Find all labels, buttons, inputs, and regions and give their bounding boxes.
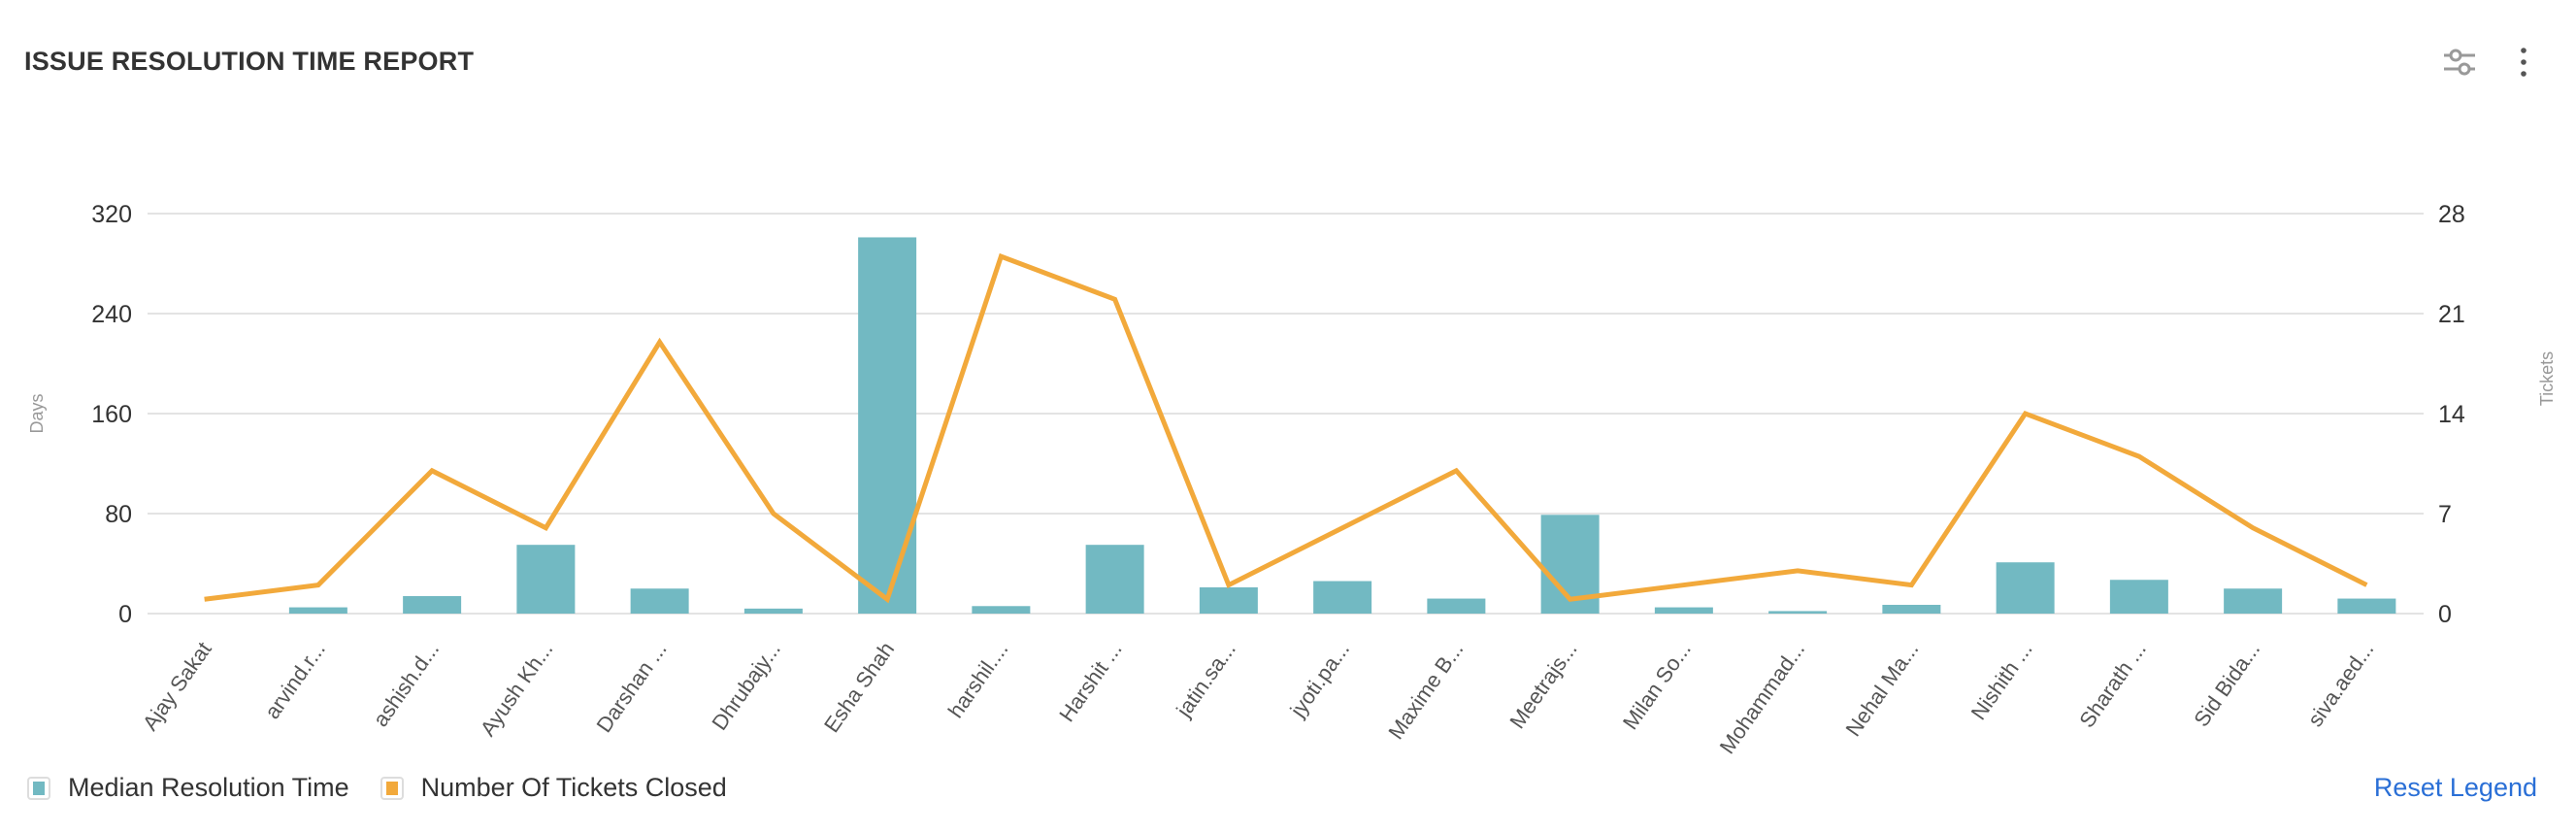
bar-median-resolution-time: [1427, 598, 1486, 614]
right-axis-label: Tickets: [2537, 351, 2557, 406]
bar-median-resolution-time: [2224, 588, 2283, 614]
x-axis-category-label: Nehal Ma...: [1840, 638, 1923, 741]
x-axis-category-label: siva.aed...: [2302, 638, 2378, 731]
x-axis-category-label: Sid Bida...: [2189, 638, 2264, 731]
left-axis-tick-label: 160: [91, 401, 132, 428]
x-axis-category-label: jatin.sa...: [1171, 638, 1240, 722]
legend-item-median-resolution-time[interactable]: Median Resolution Time: [27, 773, 349, 803]
x-axis-category-label: Harshit ...: [1054, 638, 1126, 726]
x-axis-category-label: Maxime B...: [1383, 638, 1468, 744]
x-axis-category-label: Milan So...: [1618, 638, 1696, 734]
x-axis-category-label: Meetrajs...: [1504, 638, 1581, 733]
left-axis-tick-label: 80: [105, 501, 132, 528]
x-axis-category-label: Ajay Sakat: [138, 638, 216, 735]
right-axis-tick-label: 21: [2438, 301, 2465, 328]
bar-median-resolution-time: [2109, 580, 2168, 614]
bar-median-resolution-time: [1085, 545, 1144, 614]
right-axis-tick-label: 0: [2438, 601, 2452, 628]
chart-title: ISSUE RESOLUTION TIME REPORT: [24, 47, 475, 76]
legend-swatch: [380, 776, 404, 800]
bar-median-resolution-time: [403, 595, 462, 614]
x-axis-category-label: harshil....: [943, 638, 1013, 722]
x-axis-category-label: Darshan ...: [592, 638, 672, 737]
x-axis-category-label: Dhrubajy...: [707, 638, 785, 735]
bar-median-resolution-time: [1882, 604, 1941, 614]
line-tickets-closed: [204, 252, 2368, 604]
x-axis-category-label: Nishith ...: [1966, 638, 2037, 724]
x-axis-category-label: Mohammad...: [1715, 638, 1810, 757]
combo-chart: 0 80 160 240 320 0 7 14 21 28 Days Tickets Ajay Saka…: [27, 201, 2557, 757]
right-axis-tick-label: 7: [2438, 501, 2452, 528]
bar-median-resolution-time: [630, 588, 689, 614]
x-axis-category-label: Esha Shah: [819, 638, 899, 738]
left-axis-label: Days: [27, 393, 47, 433]
legend-label: Number Of Tickets Closed: [420, 773, 727, 802]
right-axis-tick-label: 14: [2438, 401, 2465, 428]
legend-item-tickets-closed[interactable]: Number Of Tickets Closed: [380, 773, 727, 803]
bar-median-resolution-time: [2337, 598, 2396, 614]
left-axis-tick-label: 240: [91, 301, 132, 328]
left-axis-tick-label: 320: [91, 201, 132, 228]
reset-legend-link[interactable]: Reset Legend: [2373, 773, 2537, 802]
x-axis-category-label: jyoti.pa...: [1285, 638, 1355, 722]
bar-median-resolution-time: [516, 545, 576, 614]
right-axis-tick-label: 28: [2438, 201, 2465, 228]
legend-swatch: [27, 776, 50, 800]
x-axis-category-label: Ayush Kh...: [476, 638, 558, 741]
x-axis-category-label: Sharath ...: [2074, 638, 2151, 732]
bar-median-resolution-time: [858, 237, 917, 614]
x-axis-category-label: ashish.d...: [368, 638, 444, 731]
left-axis-tick-label: 0: [118, 601, 132, 628]
bar-median-resolution-time: [743, 608, 803, 614]
bar-median-resolution-time: [1768, 611, 1828, 614]
bar-median-resolution-time: [1996, 562, 2055, 614]
legend: Median Resolution Time Number Of Tickets…: [27, 773, 758, 803]
legend-label: Median Resolution Time: [68, 773, 349, 802]
bar-median-resolution-time: [288, 607, 347, 614]
bar-median-resolution-time: [1313, 581, 1372, 614]
bar-median-resolution-time: [1199, 586, 1258, 614]
bar-median-resolution-time: [972, 606, 1031, 614]
bar-median-resolution-time: [1654, 607, 1713, 614]
sliders-icon[interactable]: [2440, 43, 2479, 82]
more-vertical-icon[interactable]: [2504, 43, 2543, 82]
x-axis-category-label: arvind.r...: [260, 638, 330, 723]
